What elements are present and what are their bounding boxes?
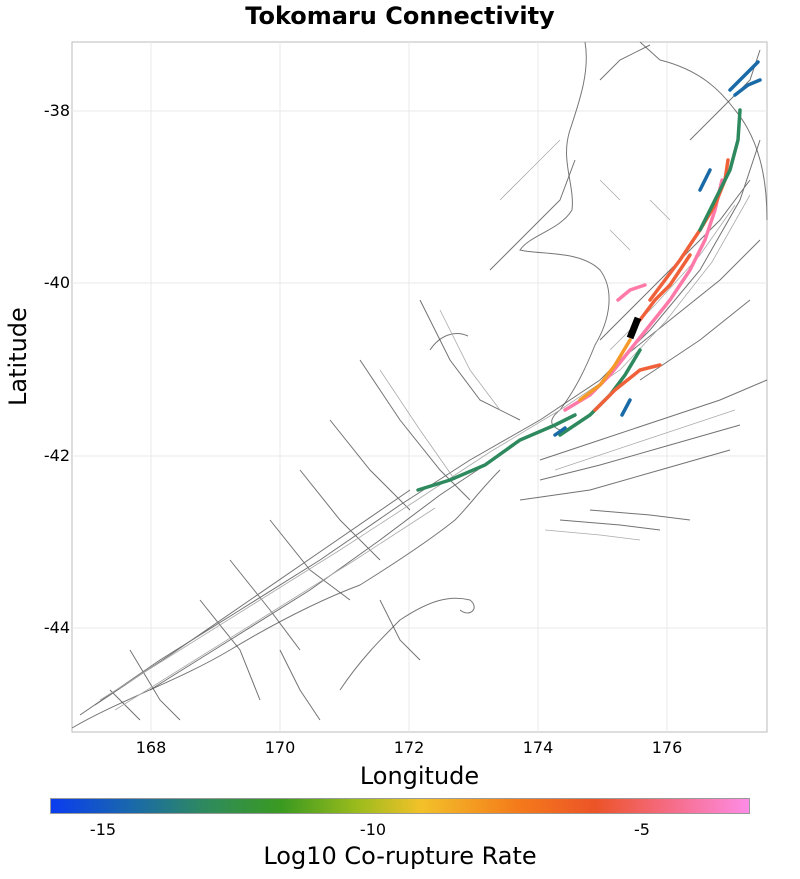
fault-patches xyxy=(99,139,751,711)
y-tick-label: -38 xyxy=(43,101,70,120)
x-axis-label: Longitude xyxy=(359,762,480,790)
plot-frame xyxy=(71,41,768,733)
x-tick-label: 172 xyxy=(393,738,425,757)
map-title: Tokomaru Connectivity xyxy=(245,2,555,30)
y-tick-label: -40 xyxy=(43,273,70,292)
colorbar xyxy=(50,798,750,814)
x-tick-label: 174 xyxy=(522,738,554,757)
colorbar-label: Log10 Co-rupture Rate xyxy=(263,842,537,870)
x-tick-label: 176 xyxy=(651,738,683,757)
rupture-segments xyxy=(416,60,762,492)
colorbar-tick: -5 xyxy=(634,820,650,839)
y-axis-label: Latitude xyxy=(4,307,32,406)
colorbar-tick: -10 xyxy=(359,820,387,839)
colorbar-tick: -15 xyxy=(89,820,117,839)
gridlines xyxy=(72,42,767,732)
y-tick-label: -44 xyxy=(43,618,70,637)
y-tick-label: -42 xyxy=(43,446,70,465)
x-tick-label: 170 xyxy=(264,738,296,757)
x-tick-label: 168 xyxy=(135,738,167,757)
target-fault xyxy=(626,316,642,340)
coastline xyxy=(71,41,768,729)
